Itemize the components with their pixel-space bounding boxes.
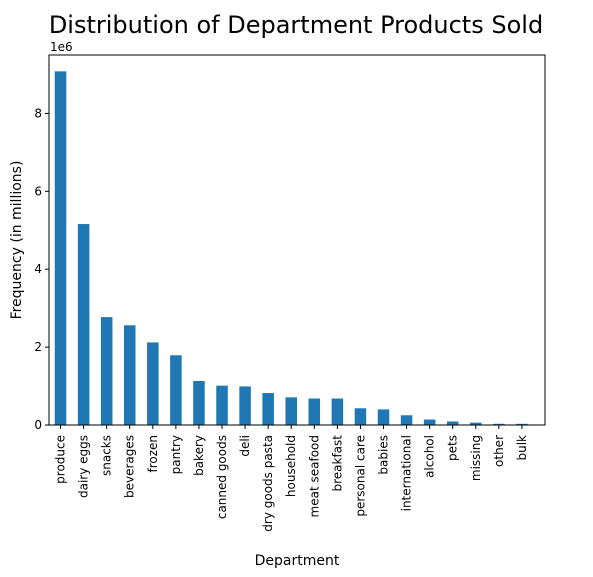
plot-frame bbox=[48, 54, 546, 426]
bar-personal-care bbox=[354, 408, 367, 425]
y-axis-ticks: 0 2 4 6 8 bbox=[34, 106, 49, 432]
bar-bulk bbox=[516, 423, 528, 425]
x-tick-label: dry goods pasta bbox=[261, 435, 275, 532]
y-axis-offset-label: 1e6 bbox=[50, 40, 73, 54]
x-tick-label: snacks bbox=[100, 435, 114, 476]
bar-missing bbox=[470, 422, 482, 425]
x-tick-label: international bbox=[400, 435, 414, 511]
bar-household bbox=[285, 397, 297, 425]
x-tick-label: babies bbox=[377, 435, 391, 475]
bar-deli bbox=[239, 386, 251, 425]
bar-produce bbox=[54, 71, 67, 426]
x-tick-label: deli bbox=[238, 435, 252, 457]
bar-canned-goods bbox=[216, 385, 228, 425]
bar-breakfast bbox=[331, 398, 344, 425]
bar-snacks bbox=[100, 317, 113, 425]
x-tick-label: missing bbox=[469, 435, 483, 481]
x-axis-label: Department bbox=[255, 553, 340, 569]
x-tick-label: pets bbox=[446, 435, 460, 461]
bar-dry-goods-pasta bbox=[262, 393, 274, 425]
x-tick-label: beverages bbox=[123, 435, 137, 498]
bar-beverages bbox=[123, 325, 136, 425]
x-tick-label: canned goods bbox=[215, 435, 229, 519]
bar-babies bbox=[377, 409, 390, 425]
y-axis-label: Frequency (in millions) bbox=[9, 161, 25, 320]
x-tick-label: bakery bbox=[192, 435, 206, 476]
x-tick-label: dairy eggs bbox=[77, 435, 91, 498]
y-tick-label: 6 bbox=[34, 184, 42, 198]
x-tick-label: other bbox=[492, 435, 506, 467]
x-axis-ticks: produce dairy eggs snacks beverages frozen pa… bbox=[54, 425, 529, 532]
bar-bakery bbox=[193, 380, 205, 425]
chart-title: Distribution of Department Products Sold bbox=[49, 11, 543, 39]
y-tick-label: 4 bbox=[34, 262, 42, 276]
x-tick-label: bulk bbox=[515, 435, 529, 461]
bar-international bbox=[400, 415, 413, 425]
x-tick-label: produce bbox=[54, 435, 68, 484]
bar-pantry bbox=[170, 355, 182, 425]
bar-pets bbox=[446, 421, 459, 425]
bar-other bbox=[493, 423, 505, 425]
y-tick-label: 0 bbox=[34, 418, 42, 432]
y-tick-label: 8 bbox=[34, 106, 42, 120]
x-tick-label: alcohol bbox=[423, 435, 437, 478]
x-tick-label: pantry bbox=[169, 435, 183, 474]
bar-alcohol bbox=[423, 419, 436, 425]
x-tick-label: household bbox=[284, 435, 298, 497]
bar-meat-seafood bbox=[308, 398, 321, 425]
bar-dairy-eggs bbox=[77, 224, 90, 425]
y-tick-label: 2 bbox=[34, 340, 42, 354]
x-tick-label: frozen bbox=[146, 435, 160, 473]
bar-frozen bbox=[147, 342, 159, 425]
x-tick-label: breakfast bbox=[330, 435, 344, 492]
x-tick-label: personal care bbox=[353, 435, 367, 517]
x-tick-label: meat seafood bbox=[307, 435, 321, 517]
bars-group bbox=[54, 71, 528, 426]
